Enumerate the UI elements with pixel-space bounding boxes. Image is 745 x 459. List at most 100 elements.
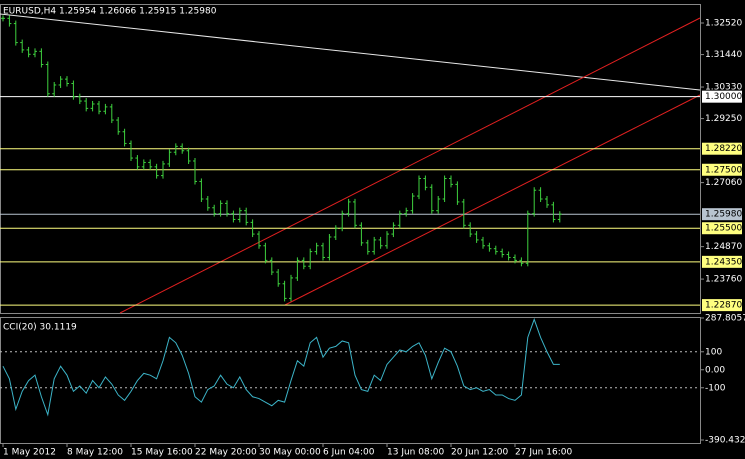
x-tick-label: 30 May 00:00 [259,448,321,458]
price-bar [199,178,204,202]
price-bar [257,231,261,249]
price-bar [180,143,185,154]
price-bar [282,280,287,302]
price-label-box [702,255,742,268]
price-bar [378,236,383,249]
price-bar [244,207,249,226]
price-bar [397,210,402,229]
x-tick-label: 1 May 2012 [3,448,56,458]
price-label: 1.27500 [705,165,742,175]
price-bar [193,157,197,185]
price-bar [493,245,498,255]
price-bar [301,257,306,270]
price-bar [391,222,396,238]
chart-title: EURUSD,H4 1.25954 1.26066 1.25915 1.2598… [3,7,217,17]
price-bar [276,269,281,287]
price-label-box [702,163,742,176]
channel-line [284,94,701,306]
price-bar [26,46,31,58]
price-label-box [702,142,742,155]
price-bar [449,175,453,188]
x-tick-label: 8 May 12:00 [67,448,123,458]
price-bar [225,200,229,217]
price-bar [167,149,172,167]
price-bar [500,248,505,258]
price-label: 1.30000 [705,92,742,102]
price-bar [538,187,543,202]
price-bar [557,211,562,223]
price-bar [71,80,76,100]
price-bar [551,201,556,223]
x-tick-label: 13 Jun 08:00 [387,448,444,458]
price-bar [97,100,101,115]
price-bar [33,48,37,58]
price-bar [250,219,255,238]
price-bar [353,198,357,229]
price-bar [346,198,351,217]
price-bar [385,231,389,249]
price-bar [461,198,466,229]
price-bar [474,231,479,243]
price-bar [173,143,178,156]
x-tick-label: 15 May 16:00 [131,448,193,458]
price-bar [77,93,82,105]
price-label-box [702,208,742,221]
price-bar [65,76,69,87]
price-bar [372,236,377,255]
price-bar [58,76,63,88]
price-bar [218,200,223,217]
price-bar [116,117,121,135]
price-bar [237,207,242,223]
price-label-box [702,90,742,103]
y-tick-label: 100 [705,347,722,357]
price-bar [7,15,12,27]
price-bar [212,204,217,217]
price-bar [333,225,338,240]
price-bar [122,128,127,147]
price-label-box [702,299,742,312]
price-bar [519,257,524,267]
cci-panel-frame [0,317,701,444]
x-tick-label: 27 Jun 16:00 [515,448,572,458]
price-bar [20,39,25,53]
y-tick-label: -100 [705,383,726,393]
price-bar [506,251,511,261]
y-tick-label: 1.23760 [705,275,742,285]
price-bar [340,210,345,232]
price-bar [525,210,530,267]
price-bar [365,239,370,255]
y-tick-label: 1.29250 [705,114,742,124]
price-bar [45,61,50,97]
price-label: 1.28220 [705,144,742,154]
price-bar [429,184,434,214]
price-bar [84,98,89,112]
price-bar [532,187,537,217]
price-bar [103,103,108,115]
price-bar [186,147,191,164]
price-bar [359,222,364,246]
price-bar [141,159,146,170]
y-tick-label: 0.00 [705,365,725,375]
price-bar [545,195,549,208]
price-bar [327,233,332,261]
y-tick-label: 1.32520 [705,19,742,29]
price-bar [263,242,268,264]
y-tick-label: 287.8057 [705,314,745,324]
price-bar [52,81,57,97]
price-bar [295,257,300,281]
y-tick-label: -390.432 [705,436,745,446]
price-bar [410,193,415,214]
price-bar [231,210,236,223]
x-tick-label: 20 Jun 12:00 [451,448,508,458]
price-bar [404,207,409,217]
price-bar [468,222,473,238]
price-bar [148,159,153,170]
price-bar [161,160,165,179]
price-bar [205,195,210,211]
indicator-title: CCI(20) 30.1119 [3,323,77,333]
price-bar [39,48,44,68]
price-bar [90,100,95,112]
x-tick-label: 22 May 20:00 [195,448,257,458]
price-bar [314,242,319,255]
price-bar [308,248,313,270]
